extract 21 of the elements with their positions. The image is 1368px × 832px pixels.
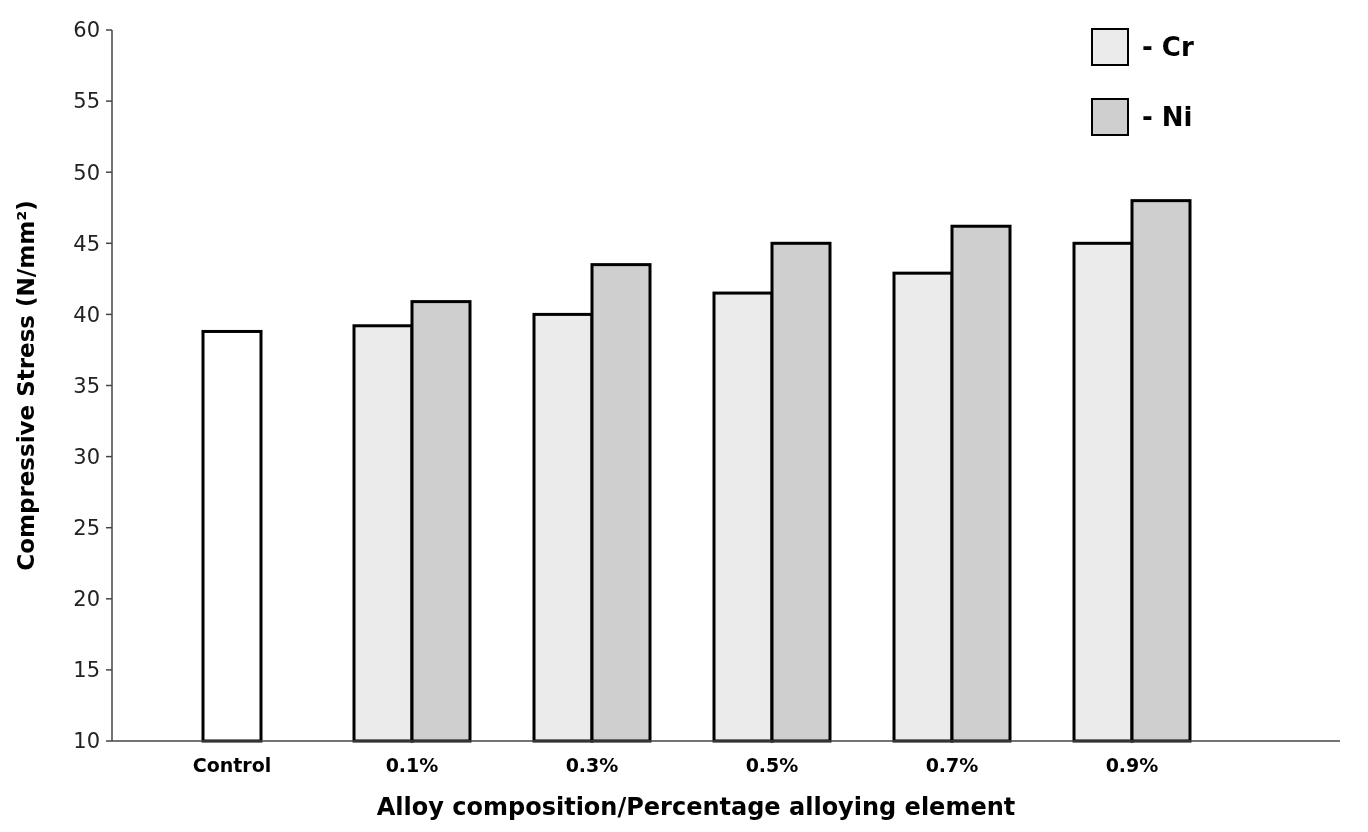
legend-label: - Ni (1142, 102, 1193, 133)
y-tick-label: 10 (73, 729, 100, 754)
y-tick-label: 45 (73, 231, 100, 256)
legend-label: - Cr (1142, 32, 1194, 63)
y-axis-title: Compressive Stress (N/mm²) (13, 200, 39, 571)
x-tick-label: 0.1% (385, 754, 439, 776)
x-tick-label: 0.9% (1105, 754, 1159, 776)
x-axis-title: Alloy composition/Percentage alloying element (376, 793, 1016, 821)
y-tick-label: 30 (73, 444, 100, 469)
x-tick-label: 0.5% (745, 754, 799, 776)
y-tick-label: 50 (73, 160, 100, 185)
x-tick-label: 0.7% (925, 754, 979, 776)
y-tick-label: 60 (73, 18, 100, 43)
y-tick-label: 25 (73, 516, 100, 541)
y-tick-label: 35 (73, 373, 100, 398)
x-tick-label: Control (192, 754, 272, 776)
y-tick-label: 15 (73, 658, 100, 683)
y-tick-label: 55 (73, 89, 100, 114)
x-tick-label: 0.3% (565, 754, 619, 776)
y-tick-label: 40 (73, 302, 100, 327)
y-tick-label: 20 (73, 587, 100, 612)
